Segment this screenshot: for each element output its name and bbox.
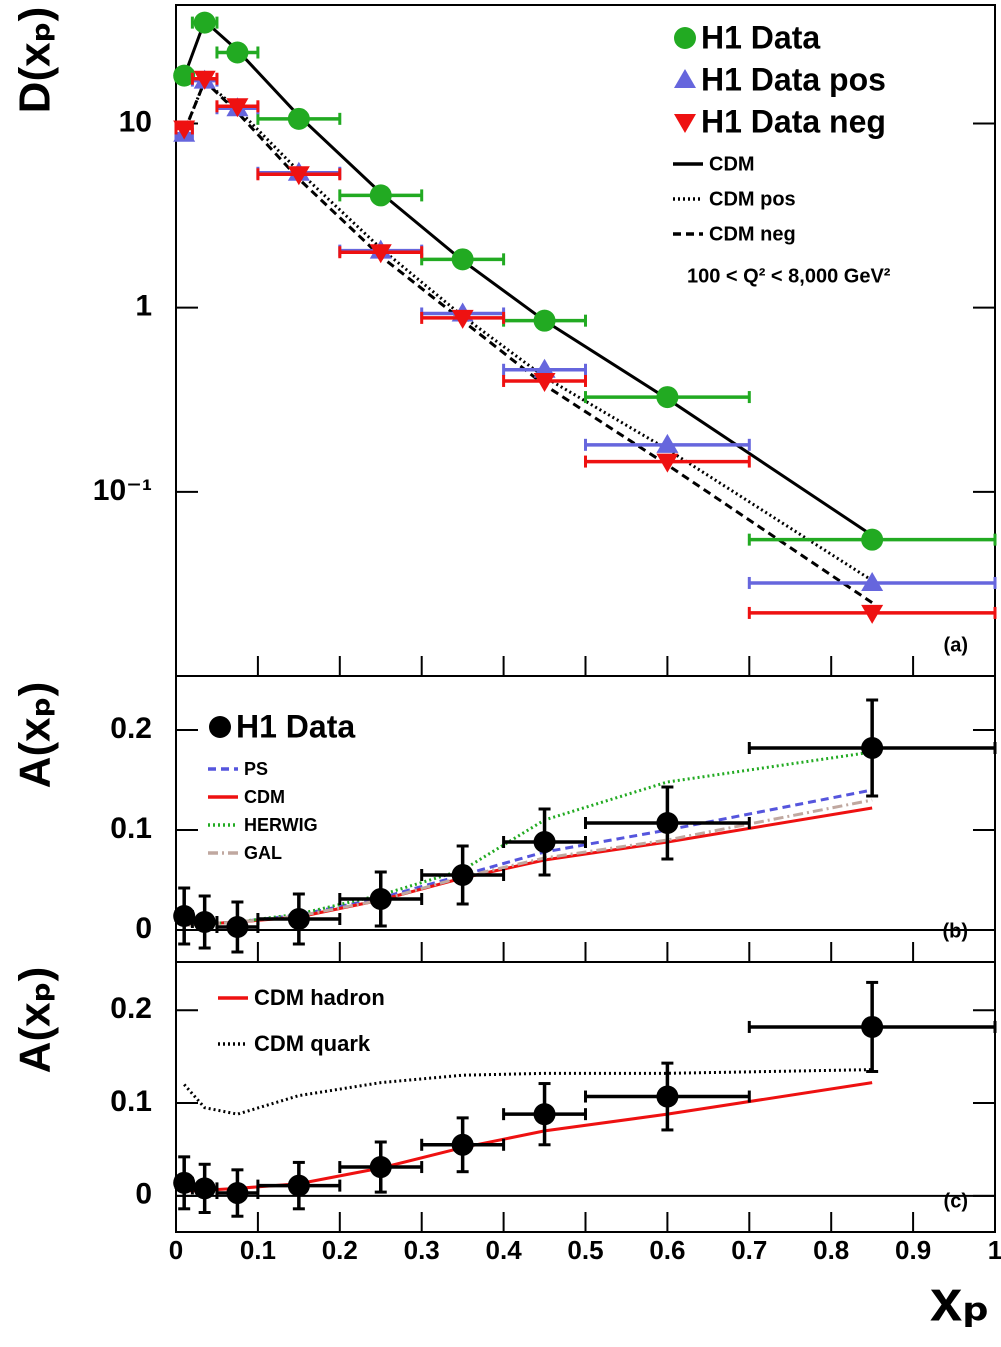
data-marker: [656, 812, 679, 834]
x-tick-label: 0.7: [731, 1235, 767, 1265]
data-marker: [861, 528, 884, 551]
y-tick-label: 0: [135, 912, 152, 945]
data-marker: [533, 372, 556, 392]
data-marker: [674, 114, 696, 133]
y-axis-label: A(xₚ): [11, 967, 60, 1074]
data-marker: [287, 1174, 310, 1197]
data-marker: [369, 244, 392, 264]
data-marker: [861, 571, 884, 591]
y-tick-label: 0.2: [110, 712, 152, 745]
legend-label: HERWIG: [244, 815, 318, 835]
kinematic-note: 100 < Q² < 8,000 GeV²: [687, 265, 891, 287]
y-tick-label: 1: [135, 290, 152, 323]
data-marker: [674, 27, 696, 49]
data-marker: [173, 905, 196, 927]
data-marker: [451, 309, 474, 329]
data-marker: [209, 716, 231, 738]
legend-label: CDM pos: [709, 188, 796, 210]
data-marker: [674, 69, 696, 88]
legend-label: CDM: [244, 787, 285, 807]
data-marker: [193, 11, 216, 34]
model-line: [184, 788, 873, 927]
data-marker: [861, 604, 884, 624]
x-tick-label: 0.4: [486, 1235, 523, 1265]
data-marker: [193, 70, 216, 90]
model-line: [184, 750, 873, 927]
legend-label: H1 Data neg: [701, 103, 886, 139]
data-marker: [533, 831, 556, 853]
data-marker: [656, 1085, 679, 1108]
data-marker: [226, 41, 249, 64]
y-tick-label: 10: [119, 105, 152, 138]
data-marker: [226, 1182, 249, 1205]
data-marker: [656, 386, 679, 409]
y-tick-label: 10⁻¹: [93, 474, 152, 507]
data-marker: [451, 1133, 474, 1156]
data-marker: [173, 1171, 196, 1194]
y-axis-label: A(xₚ): [11, 682, 60, 789]
legend-label: PS: [244, 759, 268, 779]
x-tick-label: 0.1: [240, 1235, 276, 1265]
legend-label: GAL: [244, 843, 282, 863]
legend-label: CDM quark: [254, 1031, 371, 1056]
y-tick-label: 0: [135, 1178, 152, 1211]
data-marker: [193, 911, 216, 933]
legend-label: H1 Data: [701, 19, 820, 55]
model-line: [182, 78, 873, 604]
x-tick-label: 0.8: [813, 1235, 849, 1265]
data-marker: [451, 248, 474, 271]
panel-annotation: (a): [944, 634, 968, 656]
x-tick-label: 0.9: [895, 1235, 931, 1265]
legend-label: CDM neg: [709, 223, 796, 245]
model-line: [182, 78, 873, 582]
y-tick-label: 0.1: [110, 812, 152, 845]
x-tick-label: 0.3: [404, 1235, 440, 1265]
data-marker: [533, 1103, 556, 1126]
data-marker: [656, 453, 679, 473]
y-axis-label: D(xₚ): [11, 7, 60, 114]
data-marker: [861, 1015, 884, 1038]
legend-label: H1 Data: [236, 708, 355, 744]
data-marker: [369, 888, 392, 910]
data-marker: [173, 64, 196, 87]
data-marker: [369, 184, 392, 207]
data-marker: [287, 166, 310, 186]
panel-annotation: (c): [944, 1190, 968, 1212]
x-tick-label: 0.2: [322, 1235, 358, 1265]
data-marker: [656, 433, 679, 453]
legend-label: H1 Data pos: [701, 61, 886, 97]
data-marker: [287, 107, 310, 130]
data-marker: [533, 309, 556, 332]
y-tick-label: 0.2: [110, 992, 152, 1025]
data-marker: [451, 864, 474, 886]
x-axis-label: xₚ: [930, 1268, 990, 1333]
x-tick-label: 0.5: [567, 1235, 603, 1265]
data-marker: [861, 737, 884, 759]
x-tick-label: 1: [988, 1235, 1001, 1265]
data-marker: [226, 916, 249, 938]
model-line: [183, 1068, 873, 1116]
data-marker: [287, 908, 310, 930]
data-marker: [226, 98, 249, 118]
legend-label: CDM hadron: [254, 985, 385, 1010]
data-marker: [193, 1177, 216, 1200]
y-tick-label: 0.1: [110, 1085, 152, 1118]
data-marker: [369, 1156, 392, 1179]
data-marker: [173, 120, 196, 140]
legend-label: CDM: [709, 153, 755, 175]
x-tick-label: 0: [169, 1235, 183, 1265]
x-tick-label: 0.6: [649, 1235, 685, 1265]
panel-annotation: (b): [942, 920, 968, 942]
